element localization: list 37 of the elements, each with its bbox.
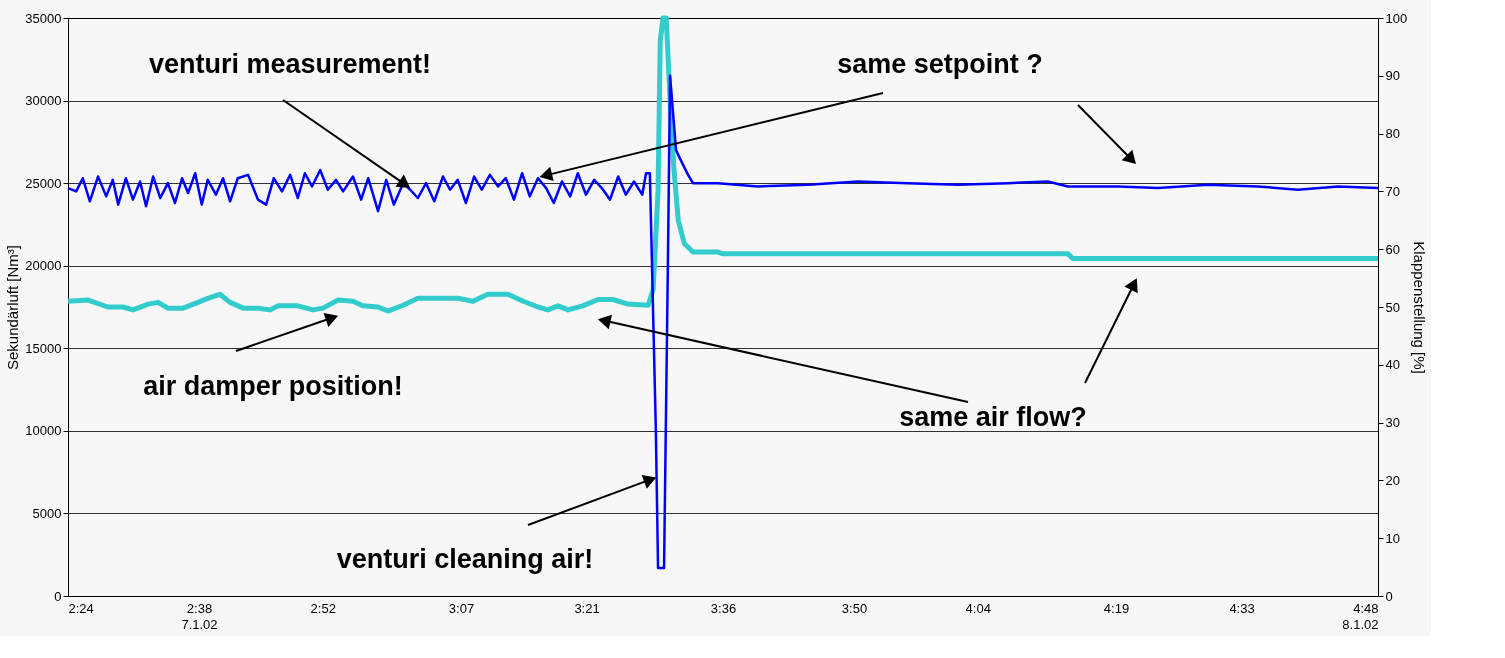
y-tick-label: 10000 [25, 423, 62, 439]
annotation: venturi cleaning air! [336, 544, 594, 574]
y2-tick-label: 0 [1385, 588, 1393, 604]
y2-tick-label: 80 [1385, 126, 1400, 142]
y-tick-label: 35000 [25, 10, 62, 26]
y-tick-label: 15000 [25, 340, 62, 356]
x-tick-label: 2:24 [68, 600, 94, 616]
y2-tick-label: 50 [1385, 299, 1400, 315]
y2-tick-label: 70 [1385, 183, 1400, 199]
y2-tick-label: 20 [1385, 472, 1400, 488]
y-tick-label: 0 [54, 588, 62, 604]
annotation: air damper position! [143, 371, 403, 401]
y2-tick-label: 30 [1385, 415, 1400, 431]
x-tick-label: 4:19 [1103, 600, 1130, 616]
y2-tick-label: 60 [1385, 241, 1400, 257]
x-tick-label: 3:21 [574, 600, 600, 616]
x-tick-label: 3:07 [448, 600, 475, 616]
x-tick-label: 4:04 [965, 600, 991, 616]
x-tick-label: 2:38 7.1.02 [181, 600, 218, 632]
annotation: same setpoint ? [837, 49, 1043, 79]
x-tick-label: 3:36 [710, 600, 737, 616]
y-axis-title: Sekundärluft [Nm³] [4, 244, 22, 371]
y-tick-label: 30000 [25, 93, 62, 109]
x-tick-label: 2:52 [310, 600, 336, 616]
y2-axis-title: Klappenstellung [%] [1411, 241, 1429, 374]
y-tick-label: 5000 [32, 505, 62, 521]
y2-tick-label: 90 [1385, 68, 1400, 84]
x-tick-label: 3:50 [841, 600, 868, 616]
x-tick-label: 4:48 8.1.02 [1342, 600, 1379, 632]
x-tick-label: 4:33 [1229, 600, 1255, 616]
y-tick-label: 25000 [25, 175, 62, 191]
y2-tick-label: 40 [1385, 357, 1400, 373]
annotation: venturi measurement! [148, 49, 432, 79]
y2-tick-label: 10 [1385, 530, 1400, 546]
annotation: same air flow? [899, 402, 1087, 432]
y-tick-label: 20000 [25, 258, 62, 274]
y2-tick-label: 100 [1385, 10, 1408, 26]
